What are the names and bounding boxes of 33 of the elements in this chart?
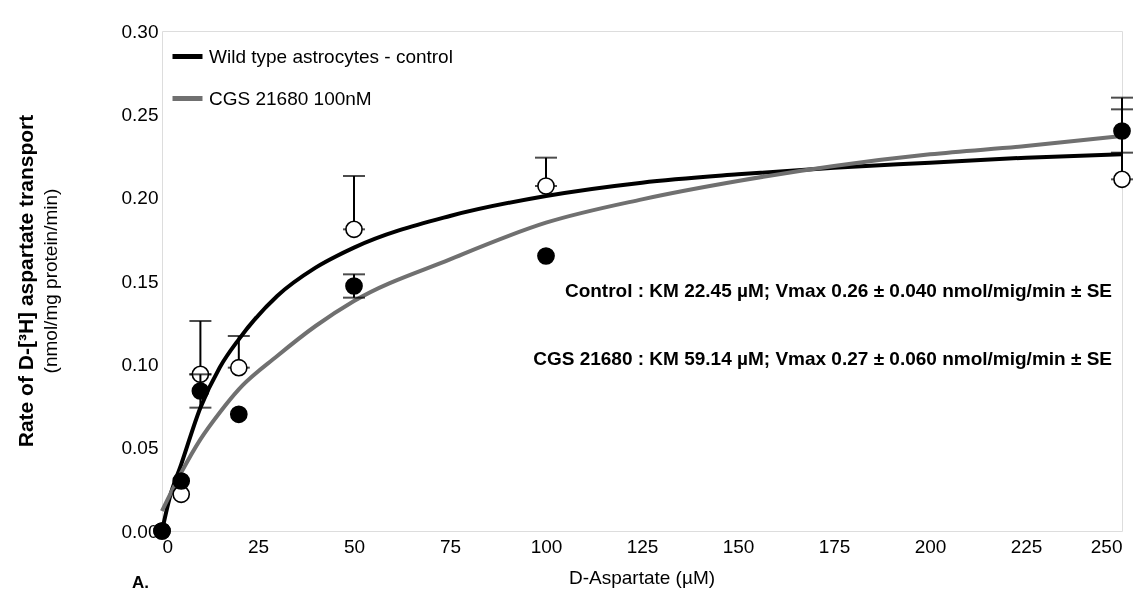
point <box>229 405 248 424</box>
point <box>537 177 555 195</box>
x-tick-label: 200 <box>914 535 947 557</box>
x-tick-label: 100 <box>530 535 563 557</box>
x-tick-label: 50 <box>343 535 366 557</box>
point <box>1113 122 1131 140</box>
legend-label: Wild type astrocytes - control <box>209 45 453 67</box>
point <box>172 472 191 490</box>
annotation: Control : KM 22.45 µM; Vmax 0.26 ± 0.040 nmol/mig/min ± SE <box>564 280 1112 301</box>
text: A. <box>132 573 149 592</box>
x-tick-label: 125 <box>626 535 659 557</box>
x-tick-label: 225 <box>1010 535 1043 557</box>
x-axis-title: D-Aspartate (µM) <box>568 567 716 588</box>
x-tick-label: 175 <box>818 535 851 557</box>
x-tick-label: 25 <box>247 535 270 557</box>
x-tick-label: 75 <box>439 535 462 557</box>
y-tick-label: 0.30 <box>121 20 159 42</box>
point <box>345 220 363 239</box>
x-tick-label: 0 <box>162 535 174 557</box>
y-tick-label: 0.15 <box>121 270 159 292</box>
x-tick-label: 150 <box>722 535 755 557</box>
y-tick-label: 0.10 <box>121 353 159 375</box>
x-tick-label: 250 <box>1090 535 1123 557</box>
y-axis-title: Rate of D-[³H] aspartate transport (nmol/mg protein/min) <box>14 114 61 448</box>
point <box>191 382 210 400</box>
y-tick-label: 0.20 <box>121 187 159 209</box>
legend-label: CGS 21680 100nM <box>209 87 372 109</box>
y-tick-label: 0.05 <box>121 437 159 459</box>
annotation: CGS 21680 : KM 59.14 µM; Vmax 0.27 ± 0.060 nmol/mig/min ± SE <box>533 348 1112 369</box>
point <box>229 358 248 377</box>
point <box>537 247 555 265</box>
point <box>1113 170 1131 189</box>
y-tick-label: 0.25 <box>121 103 159 125</box>
